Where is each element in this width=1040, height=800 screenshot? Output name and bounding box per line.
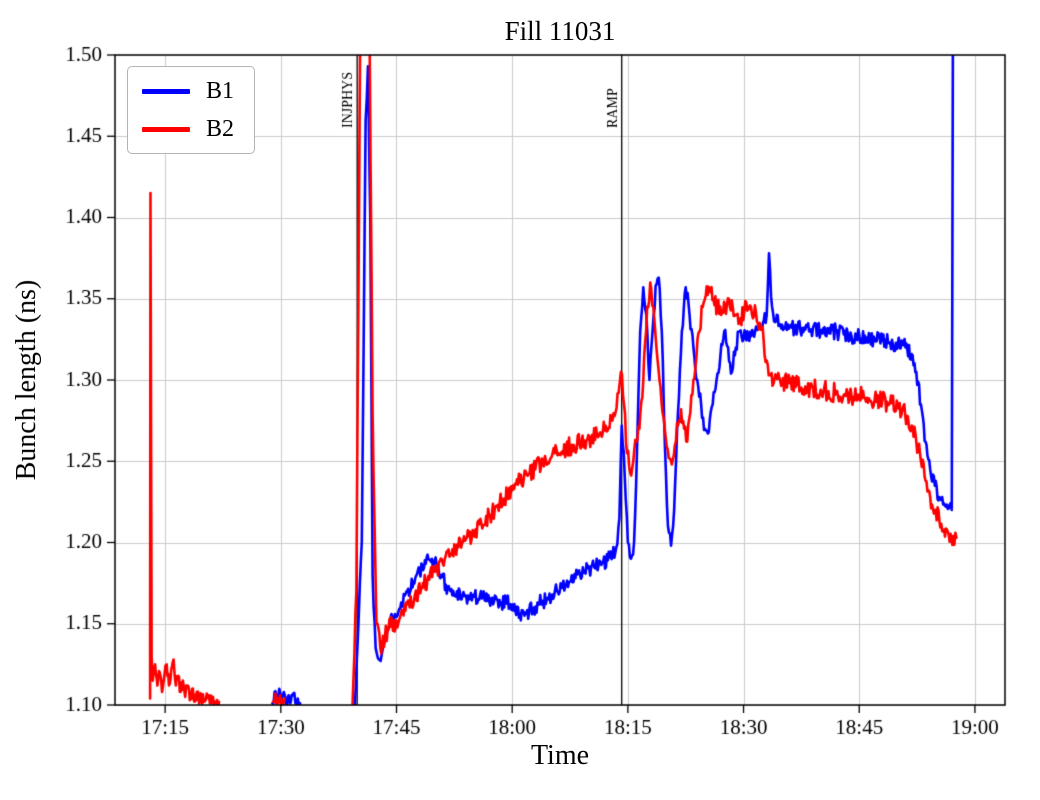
legend-line-swatch [142, 88, 190, 94]
legend-label: B2 [206, 116, 235, 142]
legend-line-swatch [142, 126, 190, 132]
chart-title: Fill 11031 [504, 16, 616, 46]
legend-item: B1 [142, 79, 234, 103]
legend-label: B1 [206, 78, 235, 104]
legend: B1 B2 [127, 66, 256, 154]
y-axis-label: Bunch length (ns) [11, 279, 42, 481]
legend-item: B2 [142, 117, 234, 141]
x-axis-label: Time [530, 740, 590, 771]
